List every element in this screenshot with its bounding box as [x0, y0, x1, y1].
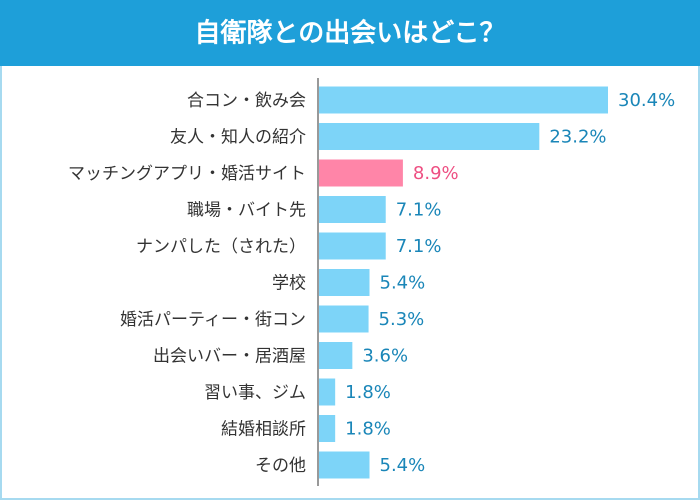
value-label: 5.3%	[379, 309, 425, 330]
category-label: 職場・バイト先	[187, 201, 306, 221]
category-label: 婚活パーティー・街コン	[120, 310, 306, 330]
category-label: その他	[255, 456, 306, 476]
category-label: 出会いバー・居酒屋	[153, 347, 306, 367]
bar	[319, 451, 370, 479]
value-label: 5.4%	[380, 455, 426, 476]
bar	[319, 415, 336, 442]
value-label: 7.1%	[396, 200, 442, 221]
value-label: 5.4%	[380, 273, 426, 294]
bar	[319, 232, 386, 260]
value-label: 7.1%	[396, 236, 442, 257]
bar	[319, 305, 369, 333]
value-label: 23.2%	[549, 127, 606, 148]
bar	[319, 378, 336, 406]
value-label: 1.8%	[345, 419, 391, 440]
bar	[319, 86, 608, 114]
bar	[319, 159, 403, 187]
bar	[319, 196, 386, 223]
category-label: ナンパした（された）	[136, 237, 306, 257]
bar	[319, 123, 540, 150]
category-label: 合コン・飲み会	[187, 91, 306, 111]
category-label: 友人・知人の紹介	[170, 128, 306, 148]
chart-title: 自衛隊との出会いはどこ？	[195, 18, 506, 49]
value-label: 8.9%	[413, 163, 459, 184]
title-banner	[0, 0, 700, 66]
category-label: マッチングアプリ・婚活サイト	[68, 164, 306, 184]
category-label: 学校	[272, 274, 306, 294]
value-label: 30.4%	[618, 90, 675, 111]
value-label: 3.6%	[362, 346, 408, 367]
bar	[319, 269, 370, 296]
category-label: 習い事、ジム	[204, 383, 306, 403]
value-label: 1.8%	[345, 382, 391, 403]
category-label: 結婚相談所	[221, 420, 306, 440]
bar	[319, 342, 353, 369]
